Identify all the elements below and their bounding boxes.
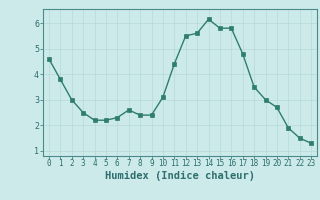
X-axis label: Humidex (Indice chaleur): Humidex (Indice chaleur) xyxy=(105,171,255,181)
